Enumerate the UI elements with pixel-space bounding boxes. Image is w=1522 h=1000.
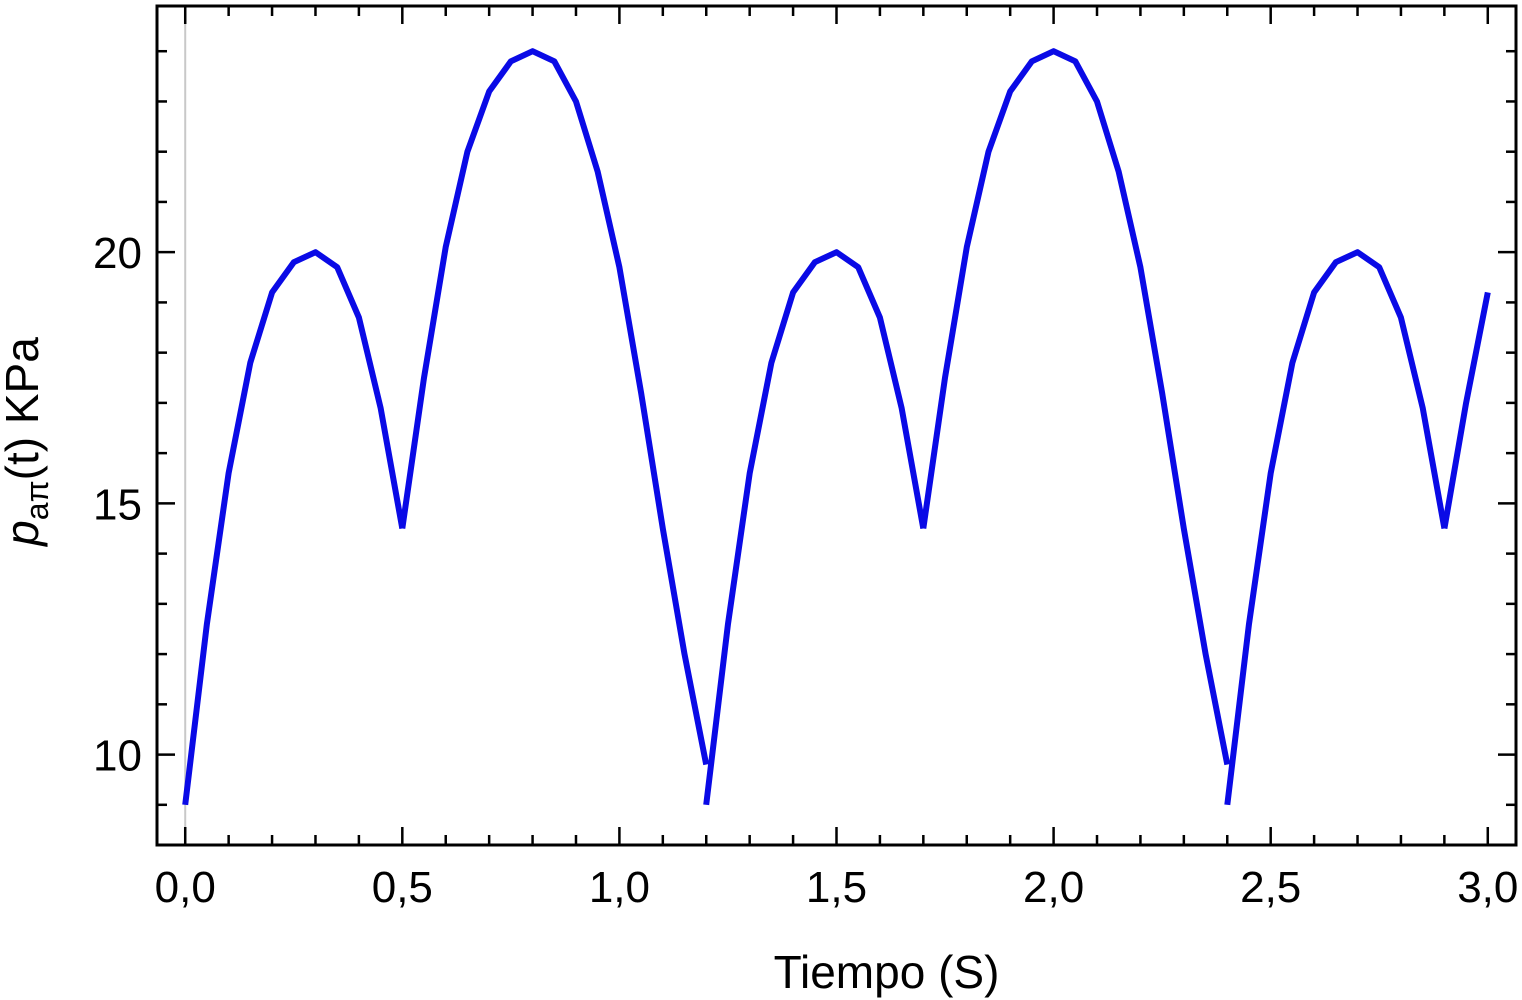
x-tick-label: 0,0 [155,863,216,912]
x-tick-label: 1,0 [589,863,650,912]
x-tick-label: 1,5 [806,863,867,912]
data-series [182,48,1491,806]
y-tick-label: 10 [93,732,142,781]
y-tick-labels: 10 15 20 [93,229,142,780]
series-line-segment [1224,249,1448,806]
y-tick-label: 15 [93,480,142,529]
plot-frame [155,4,1518,847]
y-axis-title-subscript: aπ [19,480,55,520]
series-line-segment [920,48,1231,766]
minor-ticks [157,6,1516,845]
series-line-segment [399,48,710,766]
x-tick-label: 2,0 [1023,863,1084,912]
y-axis-title: paπ(t) KPa [0,337,55,548]
x-tick-label: 0,5 [372,863,433,912]
x-axis-title: Tiempo (S) [774,946,1000,998]
series-line-segment [182,249,406,806]
x-tick-label: 3,0 [1457,863,1518,912]
y-axis-title-suffix: (t) KPa [0,337,48,481]
x-tick-labels: 0,0 0,5 1,0 1,5 2,0 2,5 3,0 [155,863,1519,912]
major-ticks [157,6,1516,845]
series-line-segment [1441,291,1491,530]
y-tick-label: 20 [93,229,142,278]
x-tick-label: 2,5 [1240,863,1301,912]
y-axis-title-symbol: p [0,520,48,548]
series-line-segment [703,249,927,806]
